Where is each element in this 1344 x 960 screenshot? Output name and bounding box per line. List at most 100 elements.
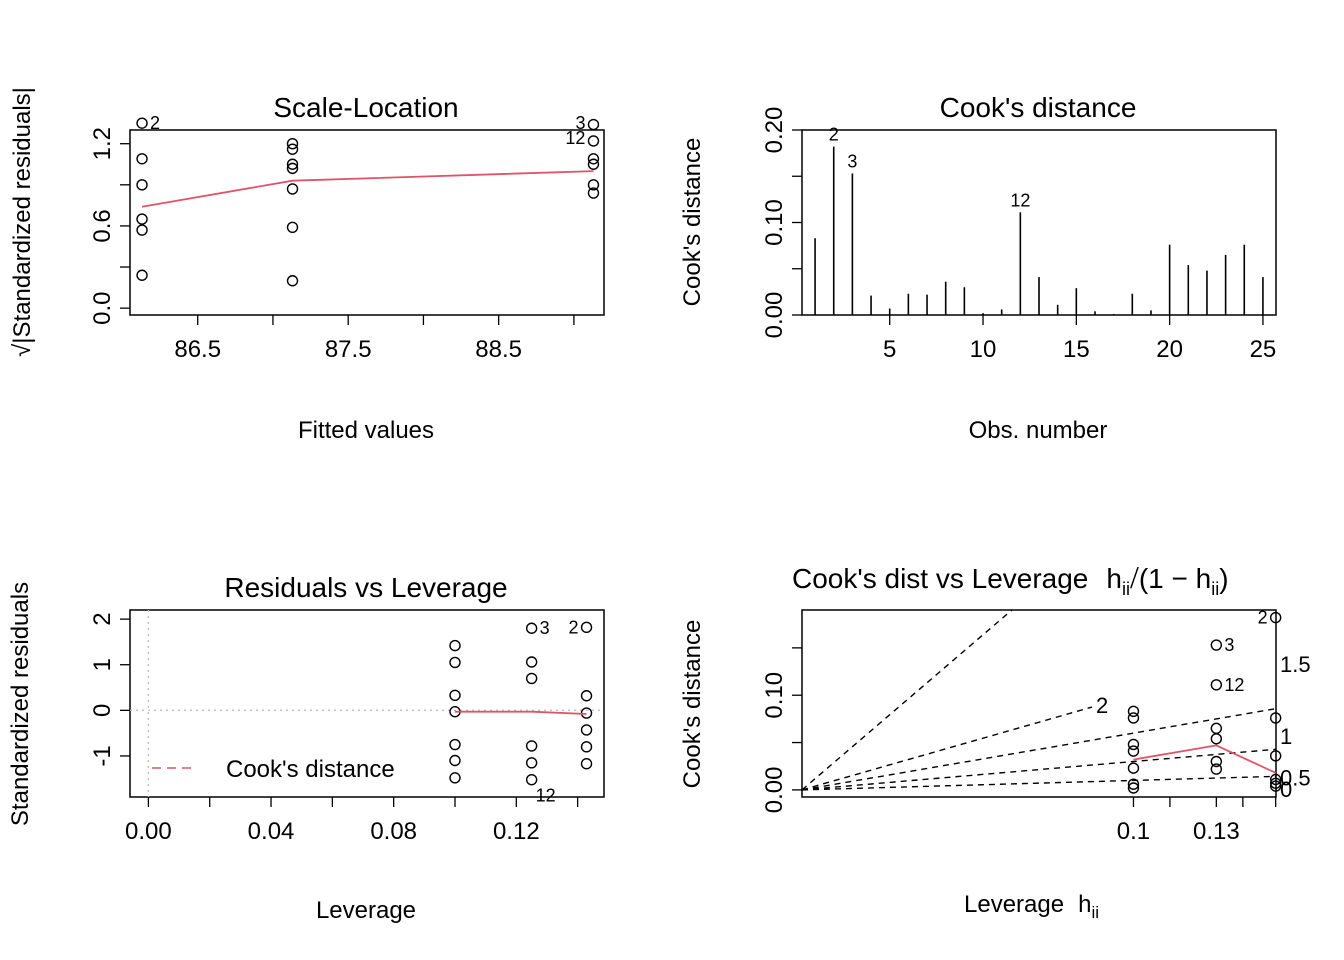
title-h-symbol: h bbox=[1106, 563, 1122, 594]
cooks-distance-ytick-label-group-0: 0.00 bbox=[761, 292, 788, 339]
cooks-leverage-point-13 bbox=[1269, 611, 1282, 624]
panel-cooks-dist-vs-leverage: Cook's dist vs Leverage hii/(1 − hii) Lev… bbox=[679, 559, 1311, 922]
cooks-leverage-contour-label-2: 0.5 bbox=[1280, 766, 1311, 791]
panel-residuals-vs-leverage: Residuals vs Leverage Leverage Standardi… bbox=[7, 572, 605, 924]
cooks-leverage-xlabel-text: Leverage bbox=[964, 891, 1064, 918]
scale-location-point-14 bbox=[587, 135, 600, 147]
cooks-leverage-point-6 bbox=[1127, 782, 1140, 794]
cooks-leverage-point-17 bbox=[1269, 777, 1282, 789]
residuals-leverage-point-8 bbox=[525, 656, 538, 668]
scale-location-point-10 bbox=[286, 183, 299, 195]
cooks-leverage-point-12 bbox=[1210, 763, 1223, 775]
cooks-leverage-point-2 bbox=[1127, 738, 1140, 751]
cooks-leverage-point-label-2: 12 bbox=[1224, 675, 1244, 695]
scale-location-xtick-label-1: 87.5 bbox=[325, 336, 372, 363]
cooks-distance-bar-label-2: 12 bbox=[1010, 190, 1030, 210]
scale-location-point-11 bbox=[286, 221, 299, 233]
residuals-leverage-ytick-label-3: 2 bbox=[89, 612, 116, 625]
scale-location-point-17 bbox=[587, 179, 600, 191]
scale-location-ylabel: √|Standardized residuals| bbox=[9, 87, 36, 357]
residuals-leverage-point-9 bbox=[525, 672, 538, 685]
scale-location-point-4 bbox=[136, 224, 148, 236]
cooks-distance-bar-label-1: 3 bbox=[847, 151, 857, 171]
residuals-leverage-point-18 bbox=[580, 758, 593, 770]
cooks-leverage-point-7 bbox=[1210, 639, 1223, 651]
cooks-leverage-point-3 bbox=[1127, 745, 1140, 757]
cooks-distance-ytick-label-0: 0.00 bbox=[761, 292, 788, 339]
residuals-leverage-point-13 bbox=[580, 621, 593, 634]
residuals-leverage-xlabel: Leverage bbox=[316, 897, 416, 924]
cooks-leverage-xlabel: Leverage hii bbox=[964, 891, 1099, 922]
residuals-leverage-point-12 bbox=[525, 773, 538, 786]
scale-location-point-16 bbox=[587, 158, 600, 170]
cooks-distance-xlabel: Obs. number bbox=[969, 417, 1108, 444]
cooks-leverage-point-5 bbox=[1127, 778, 1140, 790]
scale-location-point-3 bbox=[136, 213, 148, 225]
cooks-leverage-plot-area: 0.1 0.13 0.00 0.10 2 1.5 1 0.50 3 2 12 bbox=[761, 608, 1311, 845]
scale-location-xtick-label-0: 86.5 bbox=[174, 336, 221, 363]
cooks-distance-xtick-label-3: 20 bbox=[1156, 336, 1183, 363]
xlabel-h-subscript: ii bbox=[1091, 903, 1099, 922]
title-h-subscript: ii bbox=[1122, 579, 1130, 599]
cooks-distance-ytick-label-group-1: 0.10 bbox=[761, 199, 788, 246]
cooks-leverage-title: Cook's dist vs Leverage hii/(1 − hii) bbox=[792, 559, 1229, 599]
scale-location-point-12 bbox=[286, 275, 299, 287]
cooks-leverage-contour-4 bbox=[802, 775, 1276, 791]
cooks-leverage-point-8 bbox=[1210, 679, 1223, 691]
xlabel-h-symbol: h bbox=[1078, 891, 1091, 918]
cooks-leverage-point-1 bbox=[1127, 712, 1140, 724]
scale-location-point-9 bbox=[286, 162, 299, 175]
cooks-leverage-point-11 bbox=[1210, 755, 1223, 768]
scale-location-ylabel-text: |Standardized residuals| bbox=[9, 87, 36, 344]
residuals-leverage-point-7 bbox=[525, 622, 538, 634]
residuals-leverage-point-4 bbox=[449, 738, 461, 751]
residuals-leverage-ytick-label-2: 1 bbox=[89, 658, 116, 671]
scale-location-point-5 bbox=[136, 269, 148, 281]
cooks-leverage-contour-0 bbox=[802, 610, 1013, 791]
residuals-leverage-point-2 bbox=[449, 689, 461, 701]
scale-location-point-label-2: 12 bbox=[565, 128, 585, 148]
residuals-leverage-point-11 bbox=[525, 757, 538, 769]
scale-location-point-8 bbox=[286, 158, 299, 170]
scale-location-xlabel: Fitted values bbox=[298, 417, 434, 444]
panel-cooks-distance: Cook's distance Obs. number Cook's dista… bbox=[679, 92, 1277, 444]
cooks-leverage-ylabel: Cook's distance bbox=[679, 620, 706, 789]
panel-scale-location: Scale-Location Fitted values √|Standardi… bbox=[9, 87, 605, 444]
cooks-distance-plot-area: 5 10 15 20 25 0.00 0.10 0.20 23 12 bbox=[761, 107, 1277, 363]
title-slash: / bbox=[1130, 559, 1139, 595]
residuals-leverage-ytick-label-1: 0 bbox=[89, 704, 116, 717]
cooks-distance-xtick-label-2: 15 bbox=[1063, 336, 1090, 363]
title-close: ) bbox=[1219, 563, 1228, 594]
cooks-leverage-ytick-label-0: 0.00 bbox=[761, 767, 788, 814]
residuals-leverage-ytick-label-group-2: 1 bbox=[89, 658, 116, 671]
scale-location-ylabel-group: √|Standardized residuals| bbox=[9, 87, 36, 357]
cooks-leverage-point-0 bbox=[1127, 705, 1140, 718]
scale-location-point-label-0: 2 bbox=[150, 113, 160, 133]
scale-location-ytick-label-group-2: 1.2 bbox=[89, 127, 116, 160]
cooks-leverage-frame bbox=[801, 609, 1277, 798]
scale-location-xtick-label-2: 88.5 bbox=[475, 336, 522, 363]
residuals-leverage-xtick-label-2: 0.08 bbox=[370, 818, 417, 845]
residuals-leverage-point-16 bbox=[580, 724, 593, 736]
scale-location-title: Scale-Location bbox=[273, 92, 458, 123]
scale-location-point-1 bbox=[136, 153, 148, 165]
residuals-leverage-point-label-2: 12 bbox=[536, 786, 556, 806]
cooks-distance-title: Cook's distance bbox=[940, 92, 1137, 123]
residuals-leverage-ylabel: Standardized residuals bbox=[7, 582, 34, 826]
cooks-distance-xtick-label-1: 10 bbox=[970, 336, 997, 363]
cooks-distance-ytick-label-2: 0.20 bbox=[761, 107, 788, 154]
residuals-leverage-point-0 bbox=[449, 639, 461, 652]
cooks-distance-ylabel: Cook's distance bbox=[679, 138, 706, 307]
cooks-leverage-contour-3 bbox=[802, 748, 1276, 791]
scale-location-ytick-label-group-1: 0.6 bbox=[89, 209, 116, 242]
cooks-leverage-ytick-label-group-0: 0.00 bbox=[761, 767, 788, 814]
residuals-leverage-smooth-line bbox=[454, 710, 587, 715]
scale-location-point-18 bbox=[587, 187, 600, 199]
cooks-leverage-ytick-label-group-1: 0.10 bbox=[761, 672, 788, 719]
cooks-leverage-point-4 bbox=[1127, 762, 1140, 774]
residuals-leverage-point-17 bbox=[580, 741, 593, 753]
residuals-leverage-ytick-label-0: -1 bbox=[89, 745, 116, 766]
cooks-leverage-contour-label-0: 1.5 bbox=[1280, 652, 1311, 677]
cooks-leverage-contour-label-3: 0 bbox=[1280, 777, 1292, 802]
cooks-leverage-point-18 bbox=[1269, 780, 1282, 792]
